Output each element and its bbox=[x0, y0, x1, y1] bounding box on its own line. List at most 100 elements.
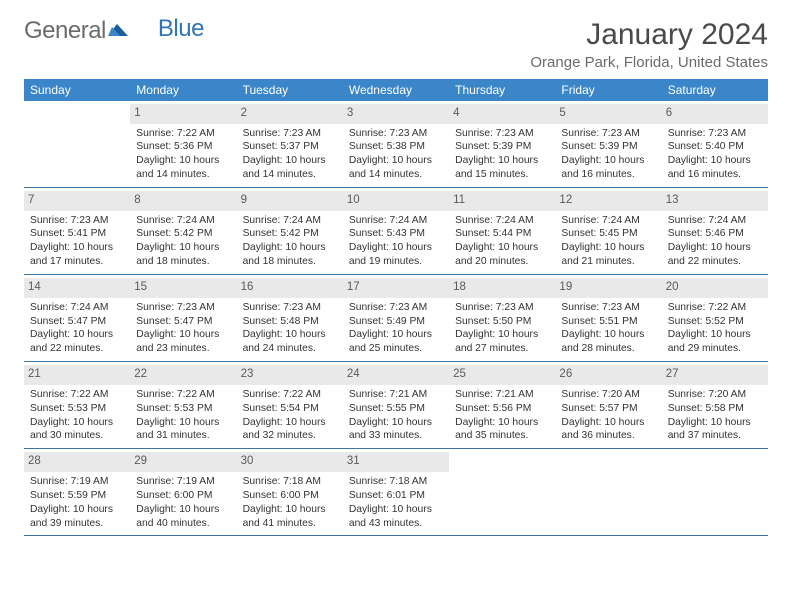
day-cell bbox=[555, 449, 661, 535]
sunset-line: Sunset: 5:41 PM bbox=[30, 227, 124, 241]
day-number: 29 bbox=[130, 452, 236, 472]
day-number: 24 bbox=[343, 365, 449, 385]
sunset-line: Sunset: 6:01 PM bbox=[349, 489, 443, 503]
sunrise-line: Sunrise: 7:21 AM bbox=[349, 388, 443, 402]
day-number: 30 bbox=[237, 452, 343, 472]
sunrise-line: Sunrise: 7:23 AM bbox=[668, 127, 762, 141]
day-number: 3 bbox=[343, 104, 449, 124]
day-cell: 4Sunrise: 7:23 AMSunset: 5:39 PMDaylight… bbox=[449, 101, 555, 187]
month-title: January 2024 bbox=[530, 18, 768, 52]
day-info: Sunrise: 7:19 AMSunset: 5:59 PMDaylight:… bbox=[30, 475, 124, 531]
day-cell: 18Sunrise: 7:23 AMSunset: 5:50 PMDayligh… bbox=[449, 275, 555, 361]
day-info: Sunrise: 7:23 AMSunset: 5:37 PMDaylight:… bbox=[243, 127, 337, 183]
daylight-line: Daylight: 10 hours and 40 minutes. bbox=[136, 503, 230, 531]
day-cell: 31Sunrise: 7:18 AMSunset: 6:01 PMDayligh… bbox=[343, 449, 449, 535]
day-cell: 21Sunrise: 7:22 AMSunset: 5:53 PMDayligh… bbox=[24, 362, 130, 448]
page-header: General Blue January 2024 Orange Park, F… bbox=[24, 18, 768, 71]
daylight-line: Daylight: 10 hours and 24 minutes. bbox=[243, 328, 337, 356]
sunset-line: Sunset: 5:36 PM bbox=[136, 140, 230, 154]
sunrise-line: Sunrise: 7:23 AM bbox=[561, 301, 655, 315]
daylight-line: Daylight: 10 hours and 30 minutes. bbox=[30, 416, 124, 444]
day-number: 8 bbox=[130, 191, 236, 211]
sunrise-line: Sunrise: 7:24 AM bbox=[455, 214, 549, 228]
day-number: 6 bbox=[662, 104, 768, 124]
sunrise-line: Sunrise: 7:23 AM bbox=[30, 214, 124, 228]
daylight-line: Daylight: 10 hours and 22 minutes. bbox=[30, 328, 124, 356]
day-number: 25 bbox=[449, 365, 555, 385]
sunset-line: Sunset: 5:48 PM bbox=[243, 315, 337, 329]
sunset-line: Sunset: 5:47 PM bbox=[30, 315, 124, 329]
day-cell bbox=[24, 101, 130, 187]
day-info: Sunrise: 7:24 AMSunset: 5:46 PMDaylight:… bbox=[668, 214, 762, 270]
sunrise-line: Sunrise: 7:24 AM bbox=[243, 214, 337, 228]
daylight-line: Daylight: 10 hours and 21 minutes. bbox=[561, 241, 655, 269]
day-number: 7 bbox=[24, 191, 130, 211]
day-cell: 20 Sunrise: 7:22 AMSunset: 5:52 PMDayligh… bbox=[662, 275, 768, 361]
daylight-line: Daylight: 10 hours and 33 minutes. bbox=[349, 416, 443, 444]
daylight-line: Daylight: 10 hours and 29 minutes. bbox=[668, 328, 762, 356]
daylight-line: Daylight: 10 hours and 14 minutes. bbox=[136, 154, 230, 182]
day-number: 12 bbox=[555, 191, 661, 211]
sunset-line: Sunset: 5:50 PM bbox=[455, 315, 549, 329]
logo-text-1: General bbox=[24, 18, 106, 43]
day-cell: 26Sunrise: 7:20 AMSunset: 5:57 PMDayligh… bbox=[555, 362, 661, 448]
day-info: Sunrise: 7:24 AMSunset: 5:43 PMDaylight:… bbox=[349, 214, 443, 270]
day-number: 2 bbox=[237, 104, 343, 124]
day-info: Sunrise: 7:23 AMSunset: 5:47 PMDaylight:… bbox=[136, 301, 230, 357]
sunrise-line: Sunrise: 7:22 AM bbox=[30, 388, 124, 402]
day-cell: 22Sunrise: 7:22 AMSunset: 5:53 PMDayligh… bbox=[130, 362, 236, 448]
sunrise-line: Sunrise: 7:24 AM bbox=[561, 214, 655, 228]
week-row: 1Sunrise: 7:22 AMSunset: 5:36 PMDaylight… bbox=[24, 101, 768, 188]
day-cell: 24 Sunrise: 7:21 AMSunset: 5:55 PMDayligh… bbox=[343, 362, 449, 448]
sunrise-line: Sunrise: 7:22 AM bbox=[668, 301, 762, 315]
day-cell bbox=[662, 449, 768, 535]
daylight-line: Daylight: 10 hours and 31 minutes. bbox=[136, 416, 230, 444]
day-number: 21 bbox=[24, 365, 130, 385]
day-info: Sunrise: 7:21 AMSunset: 5:56 PMDaylight:… bbox=[455, 388, 549, 444]
sunrise-line: Sunrise: 7:23 AM bbox=[136, 301, 230, 315]
day-info: Sunrise: 7:23 AMSunset: 5:51 PMDaylight:… bbox=[561, 301, 655, 357]
day-cell: 9Sunrise: 7:24 AMSunset: 5:42 PMDaylight… bbox=[237, 188, 343, 274]
sunrise-line: Sunrise: 7:20 AM bbox=[668, 388, 762, 402]
dow-cell: Monday bbox=[130, 79, 236, 101]
daylight-line: Daylight: 10 hours and 43 minutes. bbox=[349, 503, 443, 531]
sunset-line: Sunset: 5:45 PM bbox=[561, 227, 655, 241]
sunrise-line: Sunrise: 7:23 AM bbox=[561, 127, 655, 141]
dow-cell: Wednesday bbox=[343, 79, 449, 101]
day-number: 23 bbox=[237, 365, 343, 385]
daylight-line: Daylight: 10 hours and 35 minutes. bbox=[455, 416, 549, 444]
day-info: Sunrise: 7:23 AMSunset: 5:48 PMDaylight:… bbox=[243, 301, 337, 357]
day-info: Sunrise: 7:23 AMSunset: 5:49 PMDaylight:… bbox=[349, 301, 443, 357]
week-row: 28Sunrise: 7:19 AMSunset: 5:59 PMDayligh… bbox=[24, 449, 768, 536]
day-info: Sunrise: 7:18 AMSunset: 6:00 PMDaylight:… bbox=[243, 475, 337, 531]
dow-cell: Sunday bbox=[24, 79, 130, 101]
day-cell: 8 Sunrise: 7:24 AMSunset: 5:42 PMDaylight… bbox=[130, 188, 236, 274]
day-number: 20 bbox=[662, 278, 768, 298]
sunset-line: Sunset: 5:54 PM bbox=[243, 402, 337, 416]
day-cell: 10Sunrise: 7:24 AMSunset: 5:43 PMDayligh… bbox=[343, 188, 449, 274]
day-info: Sunrise: 7:21 AMSunset: 5:55 PMDaylight:… bbox=[349, 388, 443, 444]
daylight-line: Daylight: 10 hours and 18 minutes. bbox=[136, 241, 230, 269]
daylight-line: Daylight: 10 hours and 27 minutes. bbox=[455, 328, 549, 356]
sunrise-line: Sunrise: 7:21 AM bbox=[455, 388, 549, 402]
week-row: 14Sunrise: 7:24 AMSunset: 5:47 PMDayligh… bbox=[24, 275, 768, 362]
daylight-line: Daylight: 10 hours and 22 minutes. bbox=[668, 241, 762, 269]
sunset-line: Sunset: 5:42 PM bbox=[136, 227, 230, 241]
day-number: 16 bbox=[237, 278, 343, 298]
day-number: 5 bbox=[555, 104, 661, 124]
sunset-line: Sunset: 5:52 PM bbox=[668, 315, 762, 329]
day-number: 31 bbox=[343, 452, 449, 472]
daylight-line: Daylight: 10 hours and 14 minutes. bbox=[349, 154, 443, 182]
day-number: 1 bbox=[130, 104, 236, 124]
day-info: Sunrise: 7:24 AMSunset: 5:42 PMDaylight:… bbox=[136, 214, 230, 270]
day-info: Sunrise: 7:24 AMSunset: 5:47 PMDaylight:… bbox=[30, 301, 124, 357]
day-info: Sunrise: 7:20 AMSunset: 5:57 PMDaylight:… bbox=[561, 388, 655, 444]
sunset-line: Sunset: 5:44 PM bbox=[455, 227, 549, 241]
day-number: 22 bbox=[130, 365, 236, 385]
sunset-line: Sunset: 5:53 PM bbox=[136, 402, 230, 416]
sunrise-line: Sunrise: 7:23 AM bbox=[455, 127, 549, 141]
day-cell: 27Sunrise: 7:20 AMSunset: 5:58 PMDayligh… bbox=[662, 362, 768, 448]
daylight-line: Daylight: 10 hours and 16 minutes. bbox=[668, 154, 762, 182]
daylight-line: Daylight: 10 hours and 18 minutes. bbox=[243, 241, 337, 269]
day-info: Sunrise: 7:23 AMSunset: 5:39 PMDaylight:… bbox=[455, 127, 549, 183]
